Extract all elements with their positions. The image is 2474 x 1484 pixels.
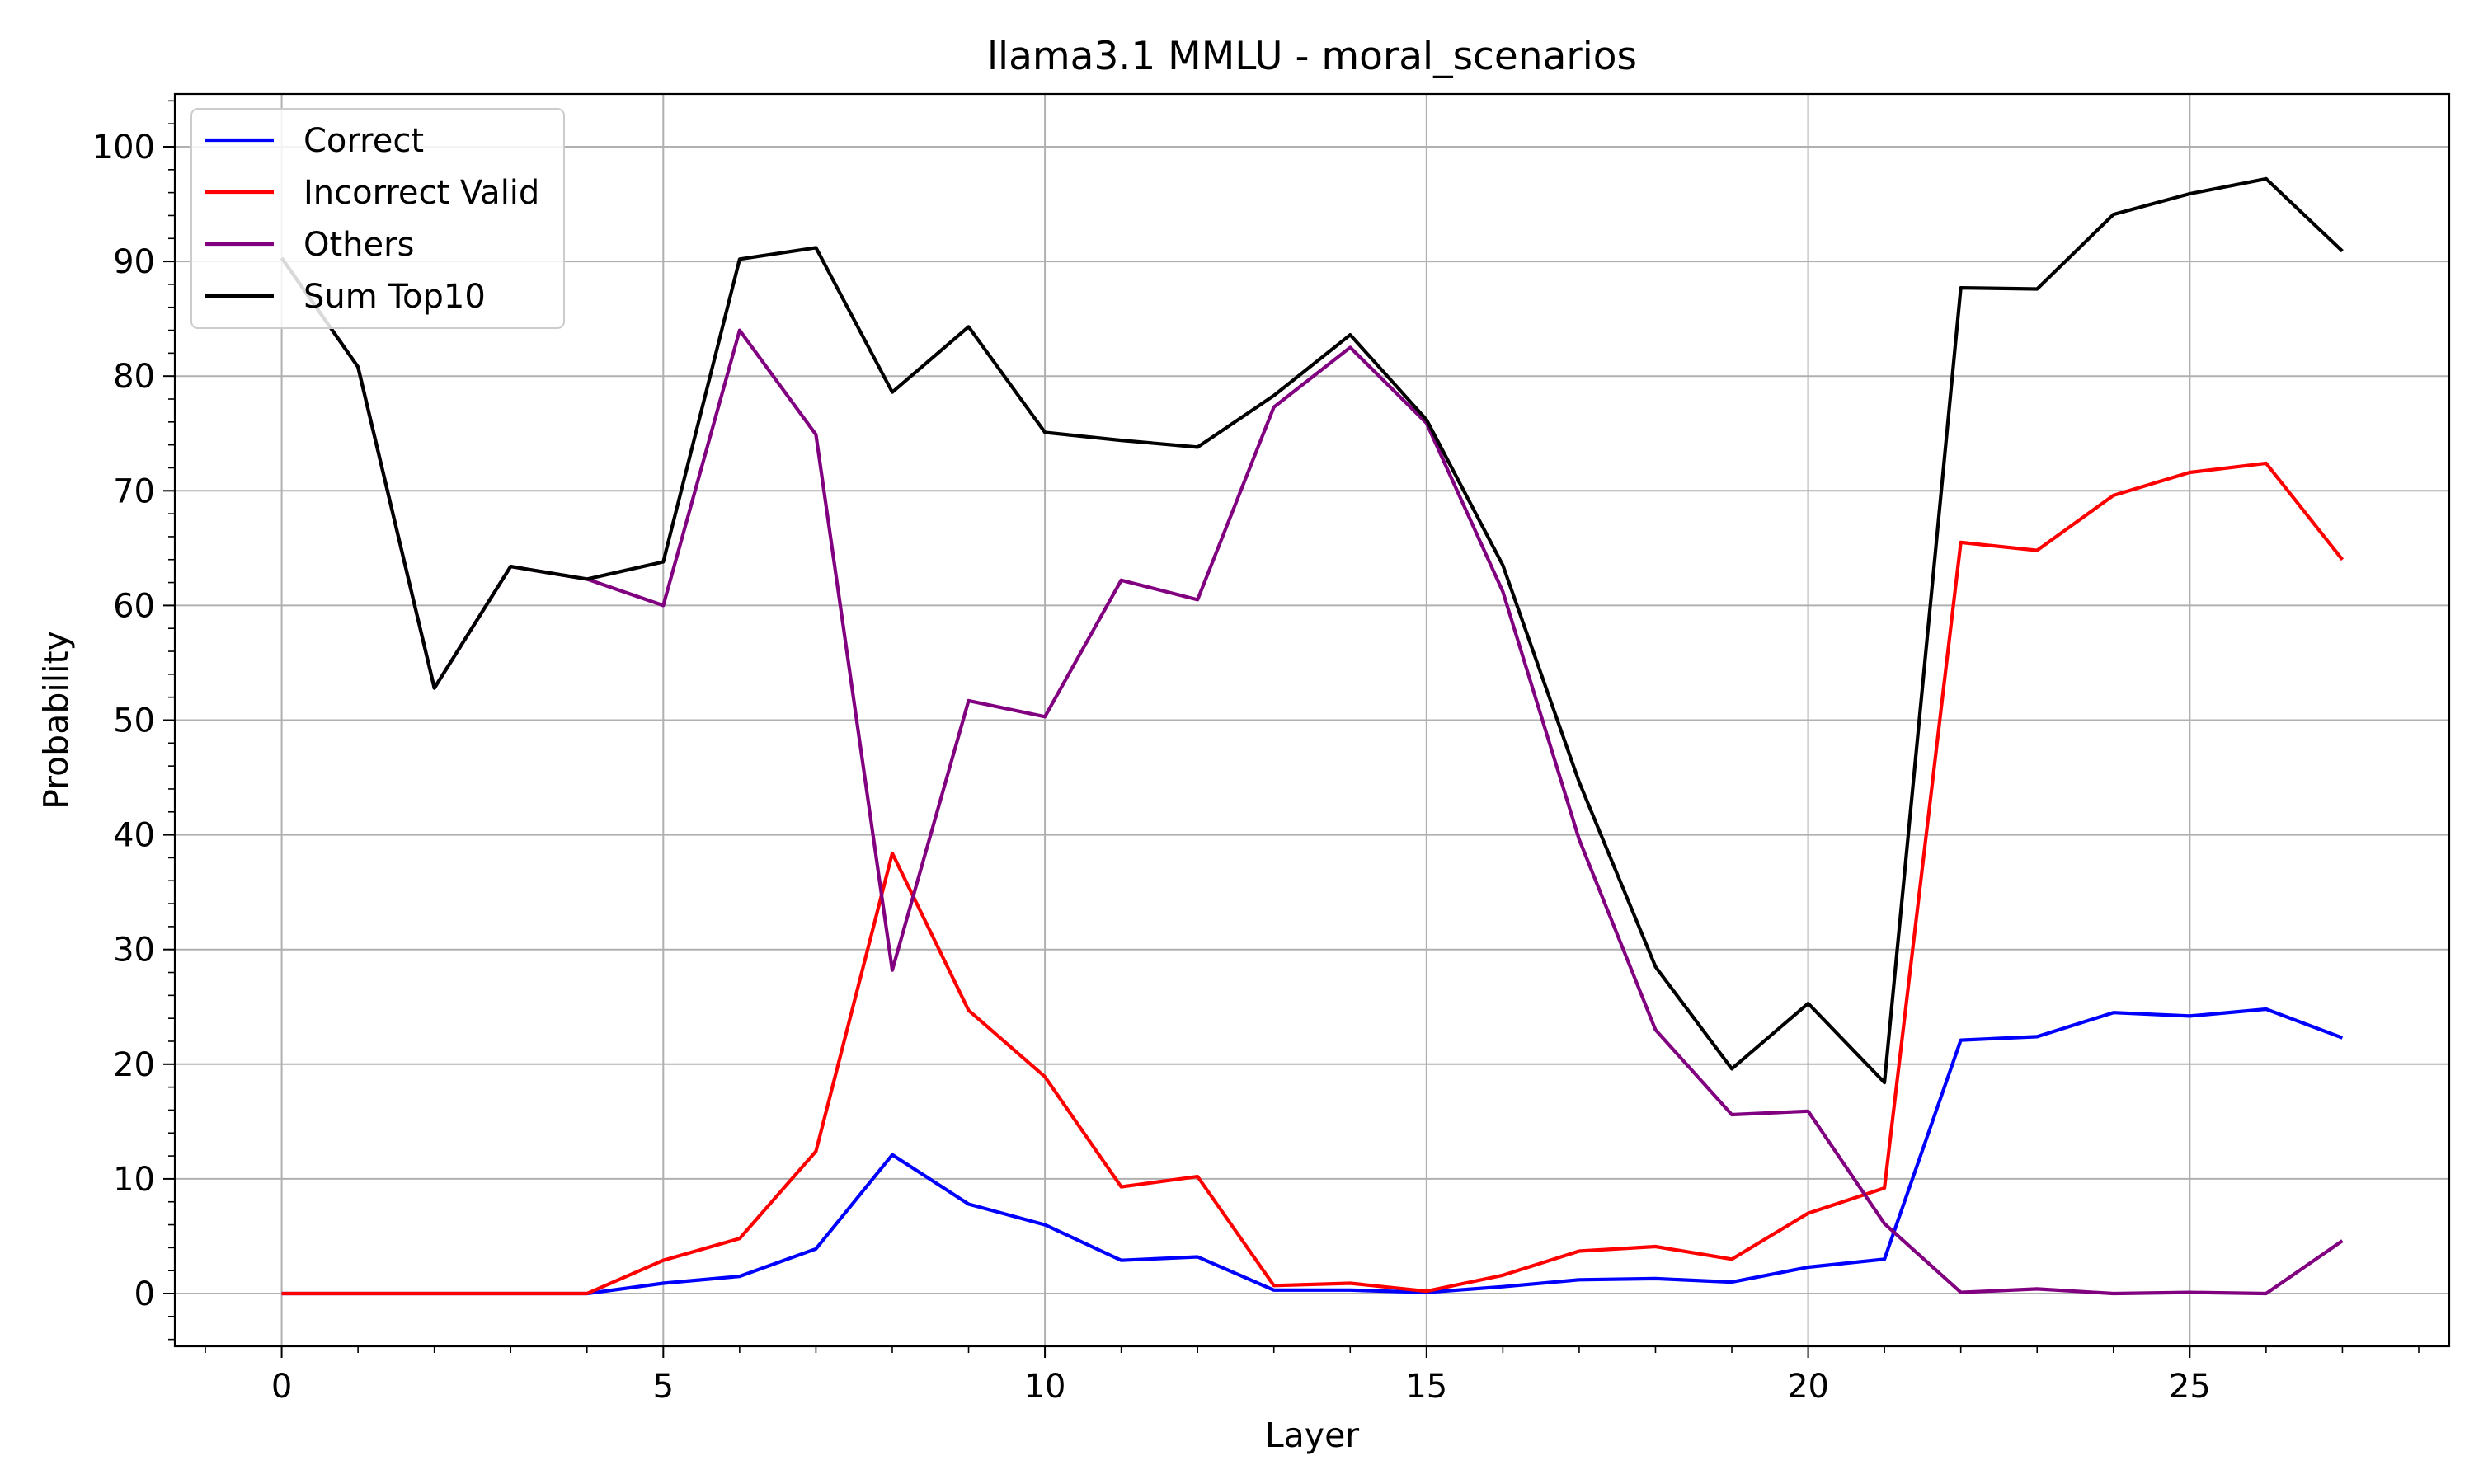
y-tick-label: 80 [113, 358, 155, 396]
y-tick-label: 10 [113, 1161, 155, 1199]
y-tick-label: 20 [113, 1046, 155, 1084]
y-tick-label: 60 [113, 587, 155, 625]
x-tick-label: 10 [1024, 1368, 1066, 1406]
x-tick-label: 20 [1787, 1368, 1829, 1406]
y-axis-label: Probability [36, 631, 76, 810]
chart-title: llama3.1 MMLU - moral_scenarios [987, 34, 1637, 79]
grid [175, 94, 2449, 1346]
series-lines [280, 176, 2345, 1296]
y-tick-label: 70 [113, 472, 155, 510]
x-axis-label: Layer [1265, 1416, 1359, 1455]
y-tick-label: 30 [113, 932, 155, 970]
y-tick-label: 90 [113, 243, 155, 281]
legend-box [190, 108, 565, 329]
x-tick-label: 5 [653, 1368, 674, 1406]
series-line-sum-top10 [280, 176, 2344, 1085]
series-line-others [280, 256, 2344, 1296]
axis-ticks: 0 5 10 15 20 25 0 10 20 30 40 50 60 70 80 90 100 [92, 100, 2420, 1406]
y-tick-label: 40 [113, 817, 155, 855]
y-tick-label: 50 [113, 702, 155, 740]
legend-label: Sum Top10 [303, 278, 486, 316]
series-line-correct [281, 1007, 2344, 1296]
legend: Correct Incorrect Valid Others Sum Top10 [190, 108, 565, 329]
legend-label: Incorrect Valid [303, 174, 539, 212]
series-line-incorrect-valid [281, 461, 2345, 1296]
x-tick-label: 25 [2169, 1368, 2211, 1406]
y-tick-label: 0 [134, 1275, 155, 1313]
legend-label: Others [303, 226, 414, 264]
legend-label: Correct [303, 122, 424, 160]
x-tick-label: 0 [271, 1368, 292, 1406]
x-tick-label: 15 [1405, 1368, 1447, 1406]
y-tick-label: 100 [92, 129, 155, 167]
